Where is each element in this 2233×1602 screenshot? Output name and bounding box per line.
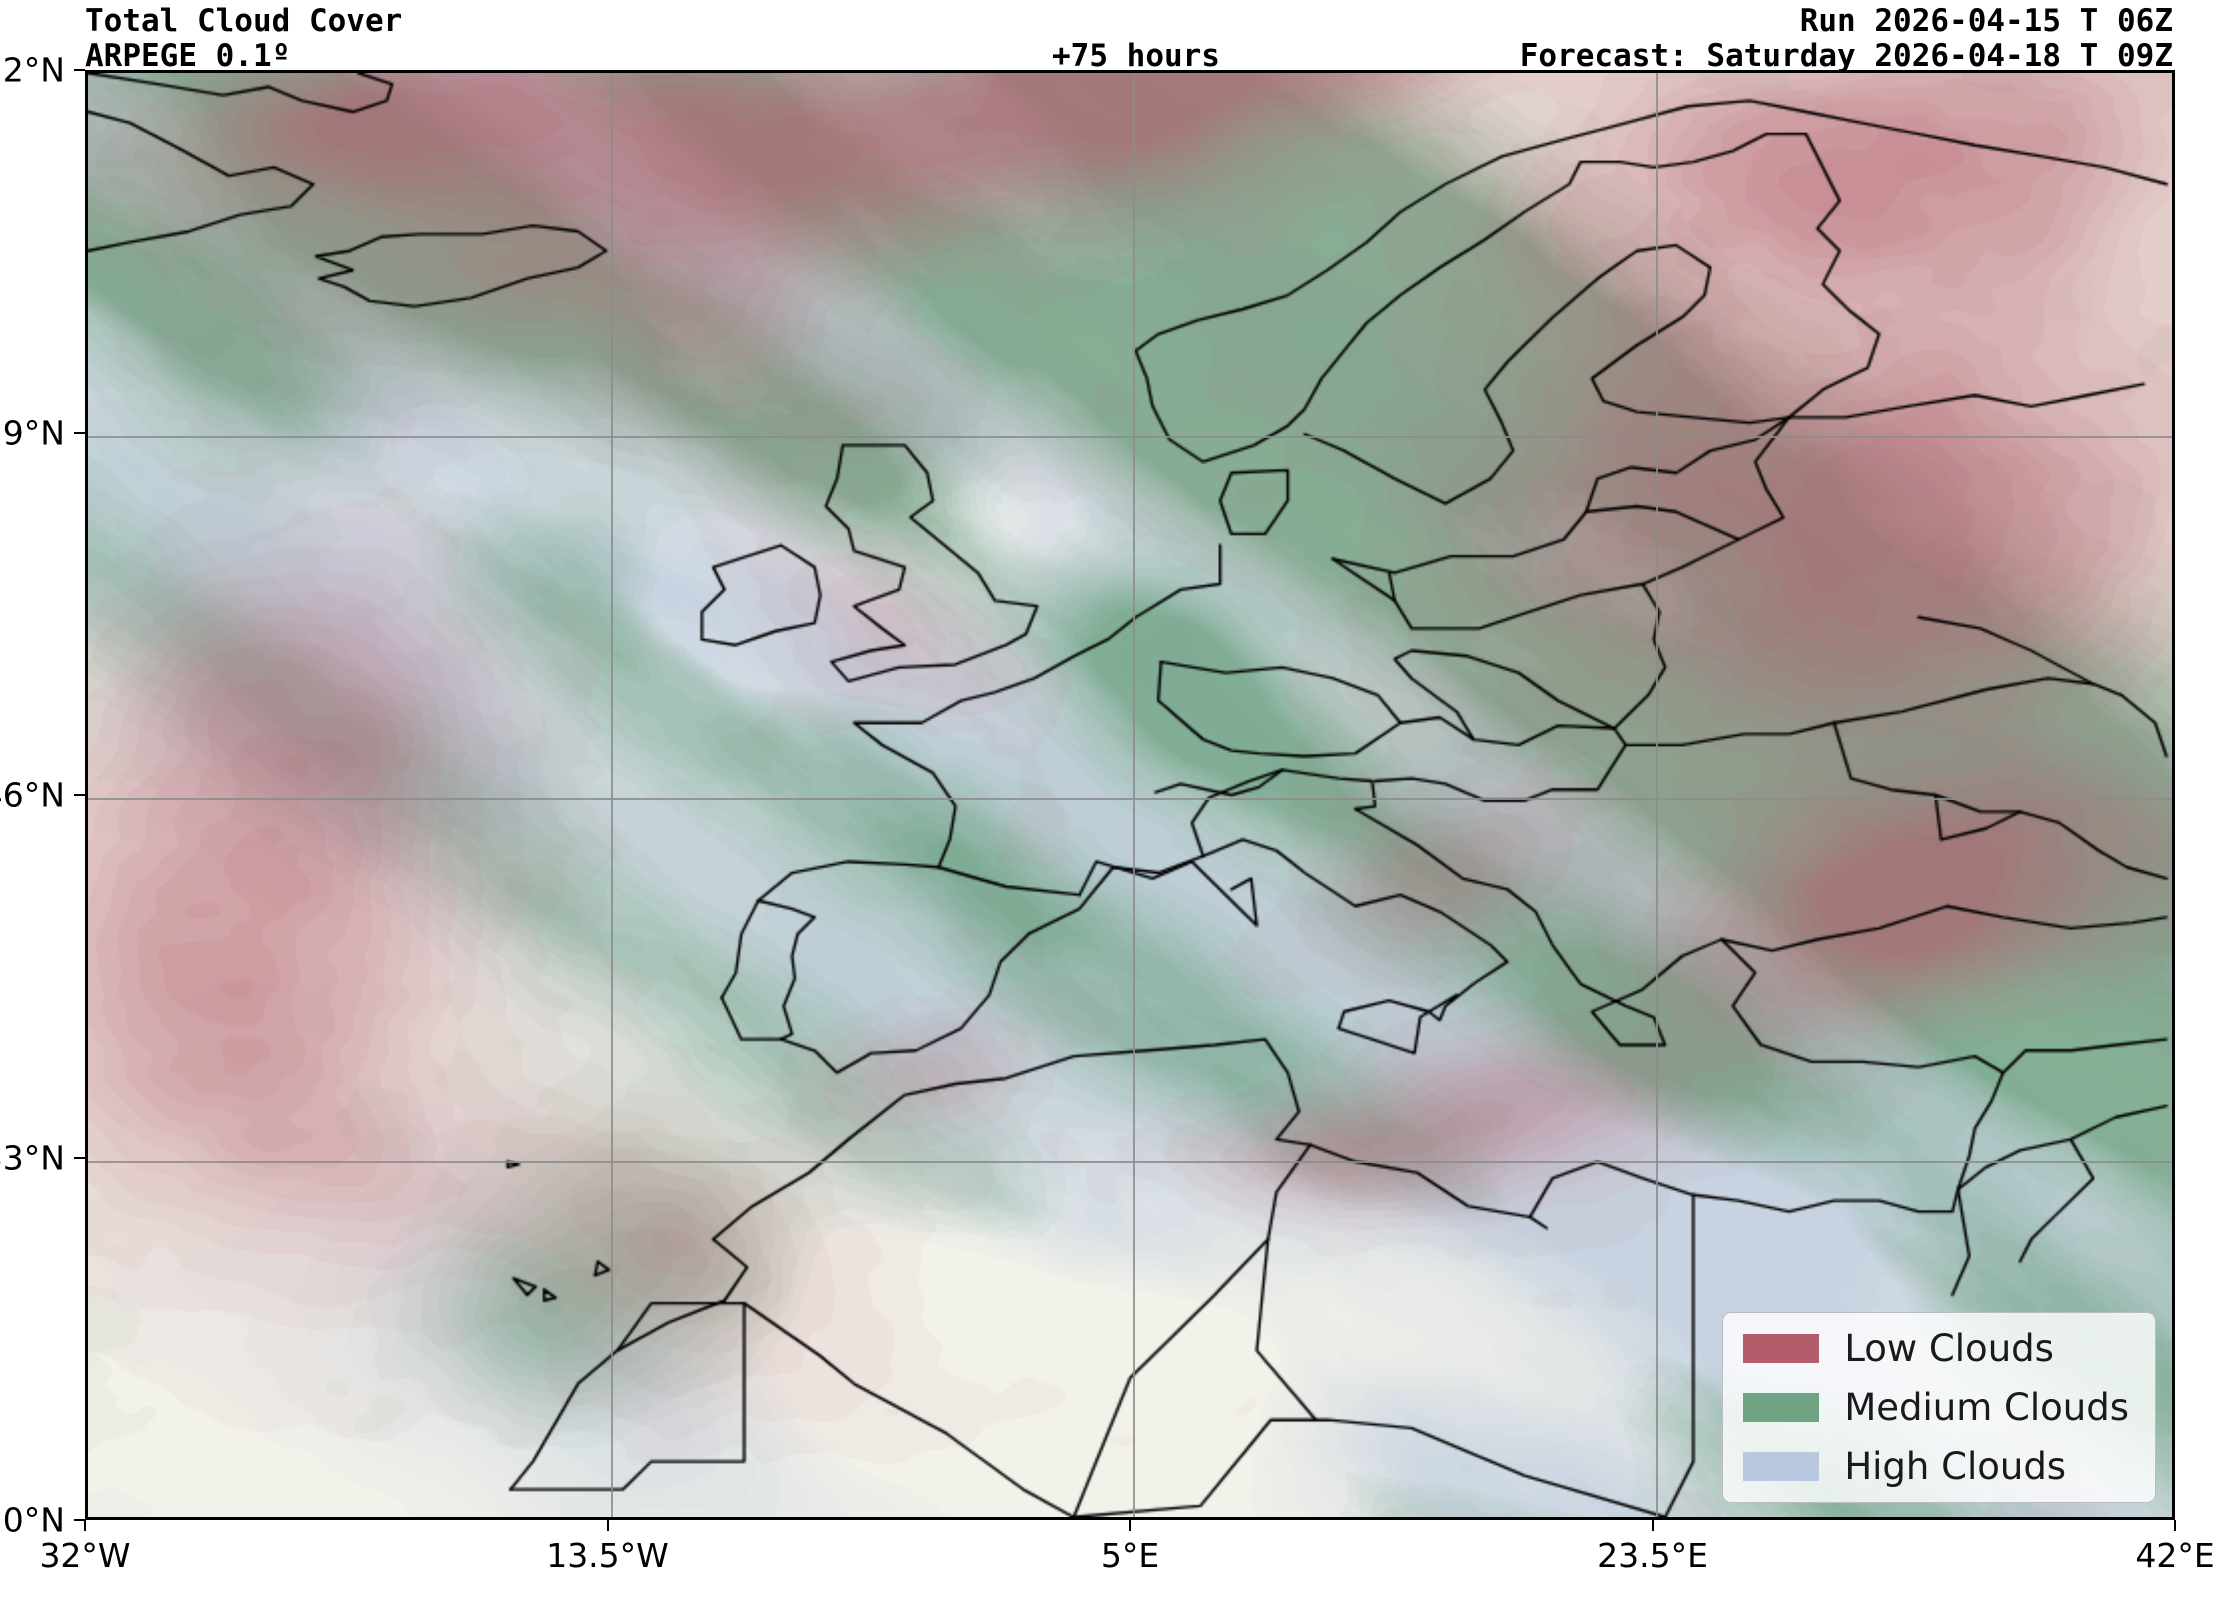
x-axis-tick-label: 5°E xyxy=(1100,1536,1160,1575)
x-axis-tick xyxy=(2174,1520,2176,1531)
y-axis-tick xyxy=(74,431,85,434)
y-axis-tick-label: 20°N xyxy=(0,1500,65,1540)
x-axis-tick xyxy=(1651,1520,1654,1531)
legend-color-swatch xyxy=(1743,1334,1820,1363)
gridline-vertical xyxy=(1133,73,1135,1517)
gridline-horizontal xyxy=(88,435,2172,438)
x-axis-tick-label: 23.5°E xyxy=(1597,1536,1708,1575)
forecast-time-label: Forecast: Saturday 2026-04-18 T 09Z xyxy=(1519,38,2173,74)
y-axis-tick xyxy=(74,794,85,796)
legend-item: Medium Clouds xyxy=(1743,1389,2129,1426)
legend-color-swatch xyxy=(1743,1452,1820,1481)
model-label: ARPEGE 0.1º xyxy=(85,38,291,74)
page-title: Total Cloud Cover xyxy=(85,3,403,39)
legend-item: Low Clouds xyxy=(1743,1330,2129,1367)
run-time-label: Run 2026-04-15 T 06Z xyxy=(1799,3,2173,39)
map-plot-area[interactable]: Low Clouds Medium Clouds High Clouds xyxy=(85,70,2175,1520)
x-axis-tick xyxy=(606,1520,609,1531)
gridline-vertical xyxy=(1655,73,1658,1517)
y-axis-tick-label: 46°N xyxy=(0,775,65,815)
gridline-vertical xyxy=(610,73,613,1517)
x-axis-tick xyxy=(1129,1520,1131,1531)
x-axis-tick-label: 42°E xyxy=(2135,1536,2215,1575)
y-axis-tick-label: 33°N xyxy=(0,1138,65,1177)
legend-item-label: High Clouds xyxy=(1844,1445,2067,1488)
y-axis-tick xyxy=(74,1156,85,1159)
y-axis-tick xyxy=(74,69,85,71)
header-bar: Total Cloud Cover ARPEGE 0.1º +75 hours … xyxy=(0,0,2233,74)
y-axis-tick-label: 59°N xyxy=(0,413,65,452)
x-axis-tick xyxy=(84,1520,86,1531)
y-axis-tick-label: 72°N xyxy=(0,50,65,90)
legend-item: High Clouds xyxy=(1743,1448,2129,1485)
x-axis-tick-label: 13.5°W xyxy=(546,1536,669,1575)
legend-box: Low Clouds Medium Clouds High Clouds xyxy=(1722,1312,2156,1503)
cloud-cover-raster xyxy=(88,73,2172,1517)
x-axis-tick-label: 32°W xyxy=(39,1536,131,1575)
legend-item-label: Low Clouds xyxy=(1844,1327,2054,1370)
lead-time-label: +75 hours xyxy=(1052,38,1220,74)
legend-color-swatch xyxy=(1743,1393,1820,1422)
legend-item-label: Medium Clouds xyxy=(1844,1386,2129,1429)
y-axis-tick xyxy=(74,1519,85,1521)
gridline-horizontal xyxy=(88,1160,2172,1163)
gridline-horizontal xyxy=(88,798,2172,800)
